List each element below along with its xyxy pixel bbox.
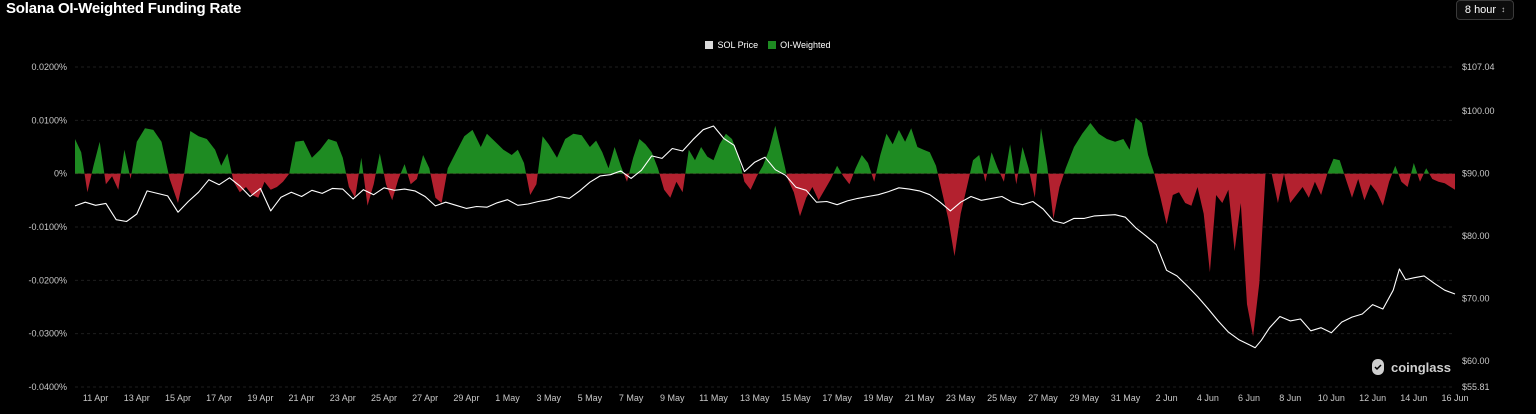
legend-item-sol-price[interactable]: SOL Price xyxy=(705,40,758,50)
x-tick-label: 7 May xyxy=(619,393,644,403)
x-tick-label: 13 May xyxy=(740,393,770,403)
legend-item-oi-weighted[interactable]: OI-Weighted xyxy=(768,40,831,50)
legend-swatch-sol-price xyxy=(705,41,714,49)
coinglass-logo-icon xyxy=(1372,359,1384,375)
legend-label-oi-weighted: OI-Weighted xyxy=(780,40,831,50)
x-tick-label: 29 May xyxy=(1069,393,1099,403)
y-left-tick-label: 0.0200% xyxy=(31,62,67,72)
x-tick-label: 19 Apr xyxy=(247,393,273,403)
y-right-tick-label: $90.00 xyxy=(1462,168,1490,178)
x-tick-label: 21 Apr xyxy=(289,393,315,403)
x-tick-label: 27 Apr xyxy=(412,393,438,403)
y-left-tick-label: 0.0100% xyxy=(31,115,67,125)
watermark-text: coinglass xyxy=(1391,359,1451,375)
x-tick-label: 8 Jun xyxy=(1279,393,1301,403)
y-right-tick-label: $70.00 xyxy=(1462,293,1490,303)
chevron-updown-icon: ↕ xyxy=(1501,5,1506,14)
x-tick-label: 17 May xyxy=(822,393,852,403)
y-left-tick-label: -0.0300% xyxy=(28,329,67,339)
x-tick-label: 16 Jun xyxy=(1441,393,1468,403)
sol-price-line xyxy=(74,125,1456,349)
chart-legend: SOL Price OI-Weighted xyxy=(0,40,1536,50)
interval-select[interactable]: 8 hour ↕ xyxy=(1456,0,1514,20)
x-tick-label: 13 Apr xyxy=(124,393,150,403)
interval-value: 8 hour xyxy=(1464,4,1497,16)
x-tick-label: 6 Jun xyxy=(1238,393,1260,403)
x-tick-label: 5 May xyxy=(578,393,603,403)
y-left-tick-label: -0.0200% xyxy=(28,275,67,285)
page-title: Solana OI-Weighted Funding Rate xyxy=(6,0,242,17)
watermark: coinglass xyxy=(1370,358,1451,376)
x-tick-label: 11 Apr xyxy=(83,393,108,403)
x-tick-label: 19 May xyxy=(864,393,894,403)
x-tick-label: 25 Apr xyxy=(371,393,397,403)
y-right-tick-label: $107.04 xyxy=(1462,62,1495,72)
x-tick-label: 12 Jun xyxy=(1359,393,1386,403)
x-tick-label: 31 May xyxy=(1111,393,1141,403)
y-right-tick-label: $80.00 xyxy=(1462,231,1490,241)
x-tick-label: 2 Jun xyxy=(1156,393,1178,403)
legend-label-sol-price: SOL Price xyxy=(717,40,759,50)
x-tick-label: 23 Apr xyxy=(330,393,356,403)
x-tick-label: 15 Apr xyxy=(165,393,191,403)
y-left-tick-label: -0.0100% xyxy=(28,222,67,232)
x-tick-label: 25 May xyxy=(987,393,1017,403)
x-tick-label: 21 May xyxy=(905,393,935,403)
x-tick-label: 14 Jun xyxy=(1400,393,1427,403)
x-tick-label: 11 May xyxy=(699,393,728,403)
funding-rate-positive-area xyxy=(75,117,1430,174)
y-left-tick-label: -0.0400% xyxy=(28,382,67,392)
x-tick-label: 29 Apr xyxy=(453,393,479,403)
x-tick-label: 15 May xyxy=(781,393,811,403)
x-tick-label: 1 May xyxy=(495,393,520,403)
y-left-tick-label: 0% xyxy=(54,169,67,179)
y-right-tick-label: $100.00 xyxy=(1462,106,1495,116)
x-tick-label: 3 May xyxy=(536,393,561,403)
x-tick-label: 9 May xyxy=(660,393,685,403)
x-tick-label: 4 Jun xyxy=(1197,393,1219,403)
x-tick-label: 27 May xyxy=(1028,393,1058,403)
y-right-tick-label: $60.00 xyxy=(1462,356,1490,366)
x-tick-label: 10 Jun xyxy=(1318,393,1345,403)
y-right-tick-label: $55.81 xyxy=(1462,382,1490,392)
legend-swatch-oi-weighted xyxy=(768,41,777,49)
x-tick-label: 17 Apr xyxy=(206,393,232,403)
x-tick-label: 23 May xyxy=(946,393,976,403)
